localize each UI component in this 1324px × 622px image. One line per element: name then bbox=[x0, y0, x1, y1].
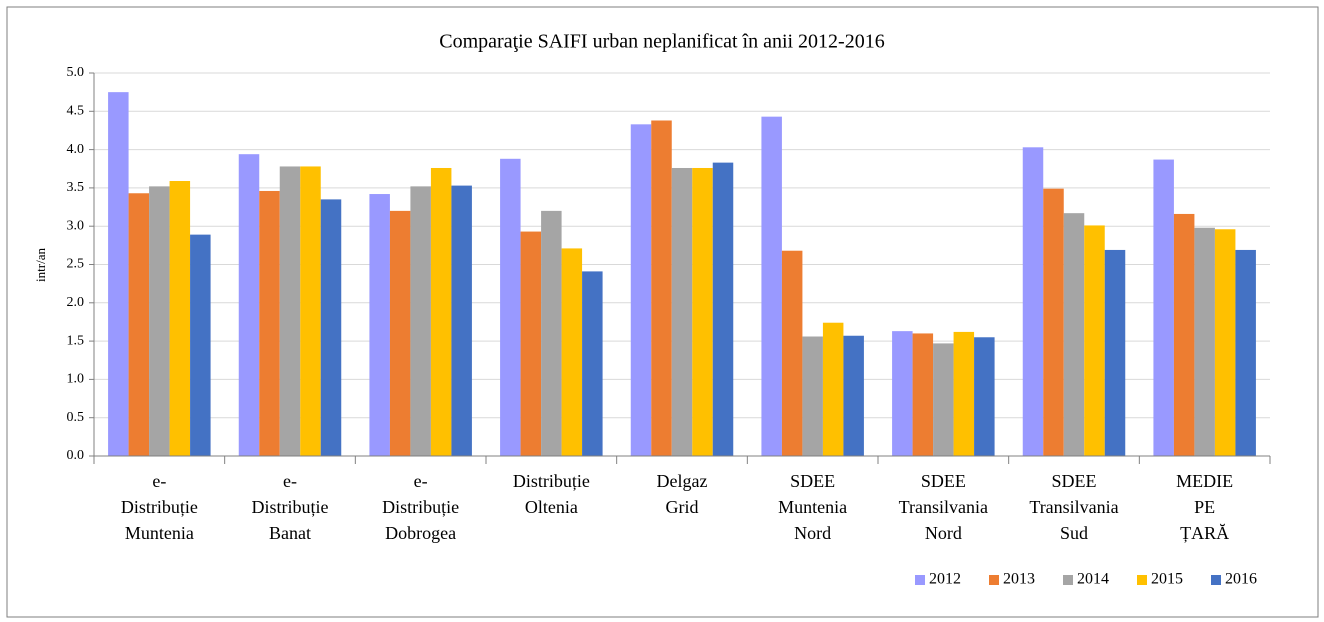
legend-label: 2015 bbox=[1151, 571, 1183, 588]
bar bbox=[712, 162, 734, 456]
bar bbox=[802, 336, 823, 456]
legend-swatch bbox=[915, 575, 925, 585]
legend-label: 2014 bbox=[1077, 571, 1109, 588]
bar bbox=[389, 210, 411, 456]
bar bbox=[238, 154, 260, 457]
bar bbox=[651, 120, 672, 456]
bar bbox=[430, 167, 452, 456]
bar bbox=[761, 116, 782, 457]
bar bbox=[300, 166, 321, 456]
y-tick-label: 4.5 bbox=[67, 104, 85, 119]
bar bbox=[1043, 188, 1064, 456]
bar bbox=[190, 234, 211, 456]
legend-swatch bbox=[1137, 575, 1147, 585]
bar bbox=[912, 333, 934, 456]
bar bbox=[974, 337, 995, 456]
x-tick-label: SDEE Muntenia Nord bbox=[778, 471, 848, 543]
y-tick-label: 2.5 bbox=[67, 257, 85, 272]
x-tick-label: Delgaz Grid bbox=[656, 471, 708, 517]
bar bbox=[933, 343, 954, 456]
x-tick-label: e- Distribuție Banat bbox=[251, 471, 329, 543]
bar bbox=[953, 331, 975, 456]
chart-title: Comparaţie SAIFI urban neplanificat în a… bbox=[439, 31, 884, 53]
legend-swatch bbox=[1211, 575, 1221, 585]
x-tick-label: e- Distribuție Dobrogea bbox=[382, 471, 460, 543]
bar bbox=[582, 271, 603, 456]
y-tick-label: 4.0 bbox=[67, 142, 85, 157]
y-tick-label: 3.5 bbox=[67, 180, 85, 195]
bar bbox=[149, 186, 170, 457]
y-tick-label: 0.5 bbox=[67, 410, 85, 425]
bar bbox=[369, 194, 390, 456]
bar bbox=[561, 248, 583, 456]
y-tick-label: 1.0 bbox=[67, 372, 85, 387]
bar bbox=[630, 124, 652, 457]
x-tick-label: e- Distribuție Muntenia bbox=[120, 471, 198, 543]
bar bbox=[843, 335, 864, 456]
bar bbox=[1235, 249, 1256, 456]
legend-label: 2012 bbox=[929, 571, 961, 588]
bar bbox=[1194, 227, 1215, 456]
bar bbox=[1084, 225, 1105, 456]
legend-swatch bbox=[989, 575, 999, 585]
bar bbox=[822, 322, 844, 456]
bar bbox=[1104, 249, 1126, 456]
bar bbox=[410, 186, 431, 457]
legend-label: 2013 bbox=[1003, 571, 1035, 588]
legend-swatch bbox=[1063, 575, 1073, 585]
bar bbox=[1153, 159, 1174, 457]
bar bbox=[1022, 147, 1044, 456]
x-tick-label: SDEE Transilvania Nord bbox=[898, 471, 988, 543]
y-axis-label: intr/an bbox=[33, 248, 48, 282]
bar bbox=[451, 185, 472, 457]
bar bbox=[320, 199, 342, 456]
bar bbox=[781, 250, 803, 456]
bar bbox=[692, 167, 713, 456]
bar bbox=[892, 331, 913, 456]
bar bbox=[500, 158, 521, 457]
y-tick-label: 3.0 bbox=[67, 218, 85, 233]
x-tick-label: MEDIE PE ȚARĂ bbox=[1176, 471, 1234, 543]
y-tick-label: 1.5 bbox=[67, 333, 85, 348]
bar bbox=[128, 193, 150, 456]
bar bbox=[108, 92, 129, 457]
bar bbox=[541, 210, 562, 456]
bar bbox=[1214, 229, 1236, 456]
x-tick-label: Distribuție Oltenia bbox=[512, 471, 590, 517]
y-tick-label: 0.0 bbox=[67, 448, 85, 463]
bar bbox=[671, 167, 693, 456]
bar bbox=[259, 190, 280, 457]
y-tick-label: 2.0 bbox=[67, 295, 85, 310]
x-tick-label: SDEE Transilvania Sud bbox=[1029, 471, 1119, 543]
bar bbox=[520, 231, 542, 456]
bar bbox=[169, 181, 191, 457]
bar bbox=[1063, 213, 1085, 456]
legend-label: 2016 bbox=[1225, 571, 1257, 588]
bar bbox=[1173, 213, 1195, 456]
y-tick-label: 5.0 bbox=[67, 65, 85, 80]
bar bbox=[279, 166, 301, 456]
